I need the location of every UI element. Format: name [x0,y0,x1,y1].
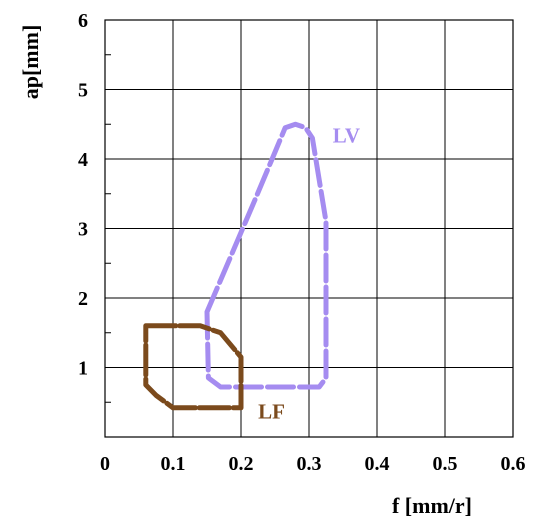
x-tick-label: 0 [100,453,110,475]
y-tick-label: 2 [78,288,88,310]
y-tick-label: 5 [78,80,88,102]
region-label-lv: LV [333,124,360,148]
x-tick-label: 0.6 [501,453,526,475]
region-lf [143,323,244,411]
x-axis-label: f [mm/r] [392,493,472,518]
y-tick-label: 1 [78,358,88,380]
series-layer: LV LF [143,121,360,424]
region-label-lf: LF [258,400,285,424]
x-tick-label: 0.4 [365,453,390,475]
y-tick-label: 3 [78,219,88,241]
x-tick-label: 0.5 [433,453,458,475]
plot-frame [104,19,514,438]
region-lv [204,121,329,390]
x-tick-label: 0.2 [229,453,254,475]
y-axis-label: ap[mm] [18,25,43,100]
tick-labels: 0 0.1 0.2 0.3 0.4 0.5 0.6 1 2 3 4 5 6 [78,10,526,475]
y-tick-label: 4 [78,149,88,171]
grid [105,20,513,437]
x-tick-label: 0.3 [297,453,322,475]
x-tick-label: 0.1 [161,453,186,475]
minor-ticks [105,54,111,403]
y-tick-label: 6 [78,10,88,32]
